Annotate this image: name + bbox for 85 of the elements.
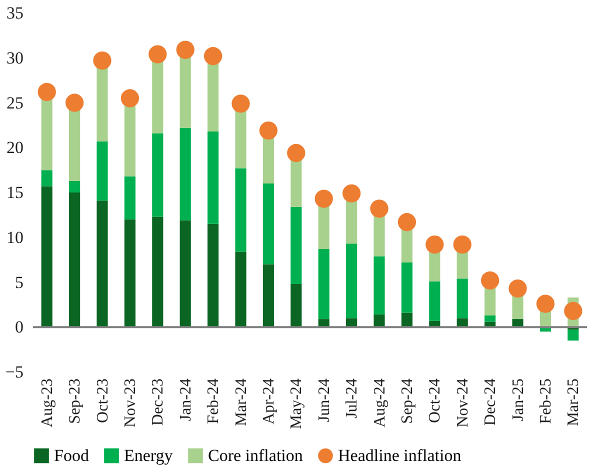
y-tick-label: 10 xyxy=(6,228,24,247)
y-tick-label: −5 xyxy=(5,362,24,382)
y-tick-label: 15 xyxy=(6,183,24,202)
bar xyxy=(69,180,80,192)
legend-label: Headline inflation xyxy=(338,446,462,465)
bar xyxy=(262,184,274,264)
point xyxy=(370,200,388,218)
x-tick-label: Dec-23 xyxy=(150,378,167,426)
bar xyxy=(235,168,246,252)
point xyxy=(148,45,167,64)
bar xyxy=(540,328,551,332)
bar xyxy=(318,249,330,320)
bar xyxy=(456,278,468,318)
point xyxy=(204,47,222,66)
x-tick-label: Mar-24 xyxy=(232,378,250,426)
bar xyxy=(96,200,108,328)
point xyxy=(38,82,56,102)
x-tick-label: Mar-25 xyxy=(565,378,582,426)
bar xyxy=(235,252,246,328)
x-tick-label: Oct-24 xyxy=(426,378,444,423)
point xyxy=(453,235,472,254)
point xyxy=(287,144,306,162)
point xyxy=(65,94,84,112)
bar xyxy=(208,224,219,328)
point xyxy=(480,271,500,290)
x-tick-label: Jul-24 xyxy=(344,378,361,418)
point xyxy=(259,122,278,140)
bar xyxy=(41,186,52,328)
bar xyxy=(429,281,440,321)
x-tick-label: Sep-23 xyxy=(66,378,84,424)
bar xyxy=(124,219,136,328)
point xyxy=(314,190,333,208)
bar xyxy=(69,192,80,328)
point xyxy=(93,52,112,70)
bar xyxy=(568,330,579,341)
y-tick-label: 20 xyxy=(6,138,24,158)
bar xyxy=(290,206,302,284)
bar xyxy=(208,131,219,224)
x-tick-label: Dec-24 xyxy=(482,378,500,426)
bar xyxy=(484,315,496,322)
bar xyxy=(152,133,164,217)
x-tick-label: Oct-23 xyxy=(94,378,112,423)
x-tick-label: Feb-24 xyxy=(205,378,222,424)
point xyxy=(508,279,527,298)
point xyxy=(176,40,194,59)
x-tick-label: Nov-23 xyxy=(122,378,139,428)
x-tick-label: Feb-25 xyxy=(537,378,554,424)
x-tick-label: Jun-24 xyxy=(316,378,333,422)
point xyxy=(120,89,140,108)
bar xyxy=(401,312,412,328)
point xyxy=(426,235,444,254)
point xyxy=(232,94,250,113)
x-tick-label: Nov-24 xyxy=(454,378,472,428)
legend-label: Energy xyxy=(124,446,174,465)
bar xyxy=(180,128,191,220)
bar xyxy=(124,176,136,220)
x-tick-label: Aug-23 xyxy=(38,378,56,428)
bar xyxy=(262,264,274,328)
bar xyxy=(96,141,108,201)
bar xyxy=(401,262,412,313)
y-tick-label: 25 xyxy=(6,93,24,112)
x-tick-label: Aug-24 xyxy=(371,378,388,428)
legend-label: Core inflation xyxy=(208,446,304,465)
point xyxy=(564,302,582,320)
bar xyxy=(374,314,385,328)
y-tick-label: 35 xyxy=(6,4,24,22)
point xyxy=(398,213,416,232)
y-tick-label: 30 xyxy=(6,48,24,68)
x-tick-label: May-24 xyxy=(288,378,306,430)
bar xyxy=(374,256,385,315)
x-tick-label: Apr-24 xyxy=(260,378,278,424)
x-tick-label: Jan-24 xyxy=(177,378,194,422)
legend-label: Food xyxy=(54,446,90,465)
y-tick-label: 0 xyxy=(15,318,24,337)
bar xyxy=(290,284,302,328)
x-tick-label: Sep-24 xyxy=(398,378,416,424)
bar xyxy=(152,216,164,328)
bar xyxy=(401,228,412,263)
point xyxy=(342,184,361,202)
bar xyxy=(346,244,358,318)
point xyxy=(536,294,555,313)
y-tick-label: 5 xyxy=(15,272,24,292)
x-tick-label: Jan-25 xyxy=(510,378,527,422)
bar xyxy=(41,170,52,186)
bar xyxy=(180,220,191,328)
